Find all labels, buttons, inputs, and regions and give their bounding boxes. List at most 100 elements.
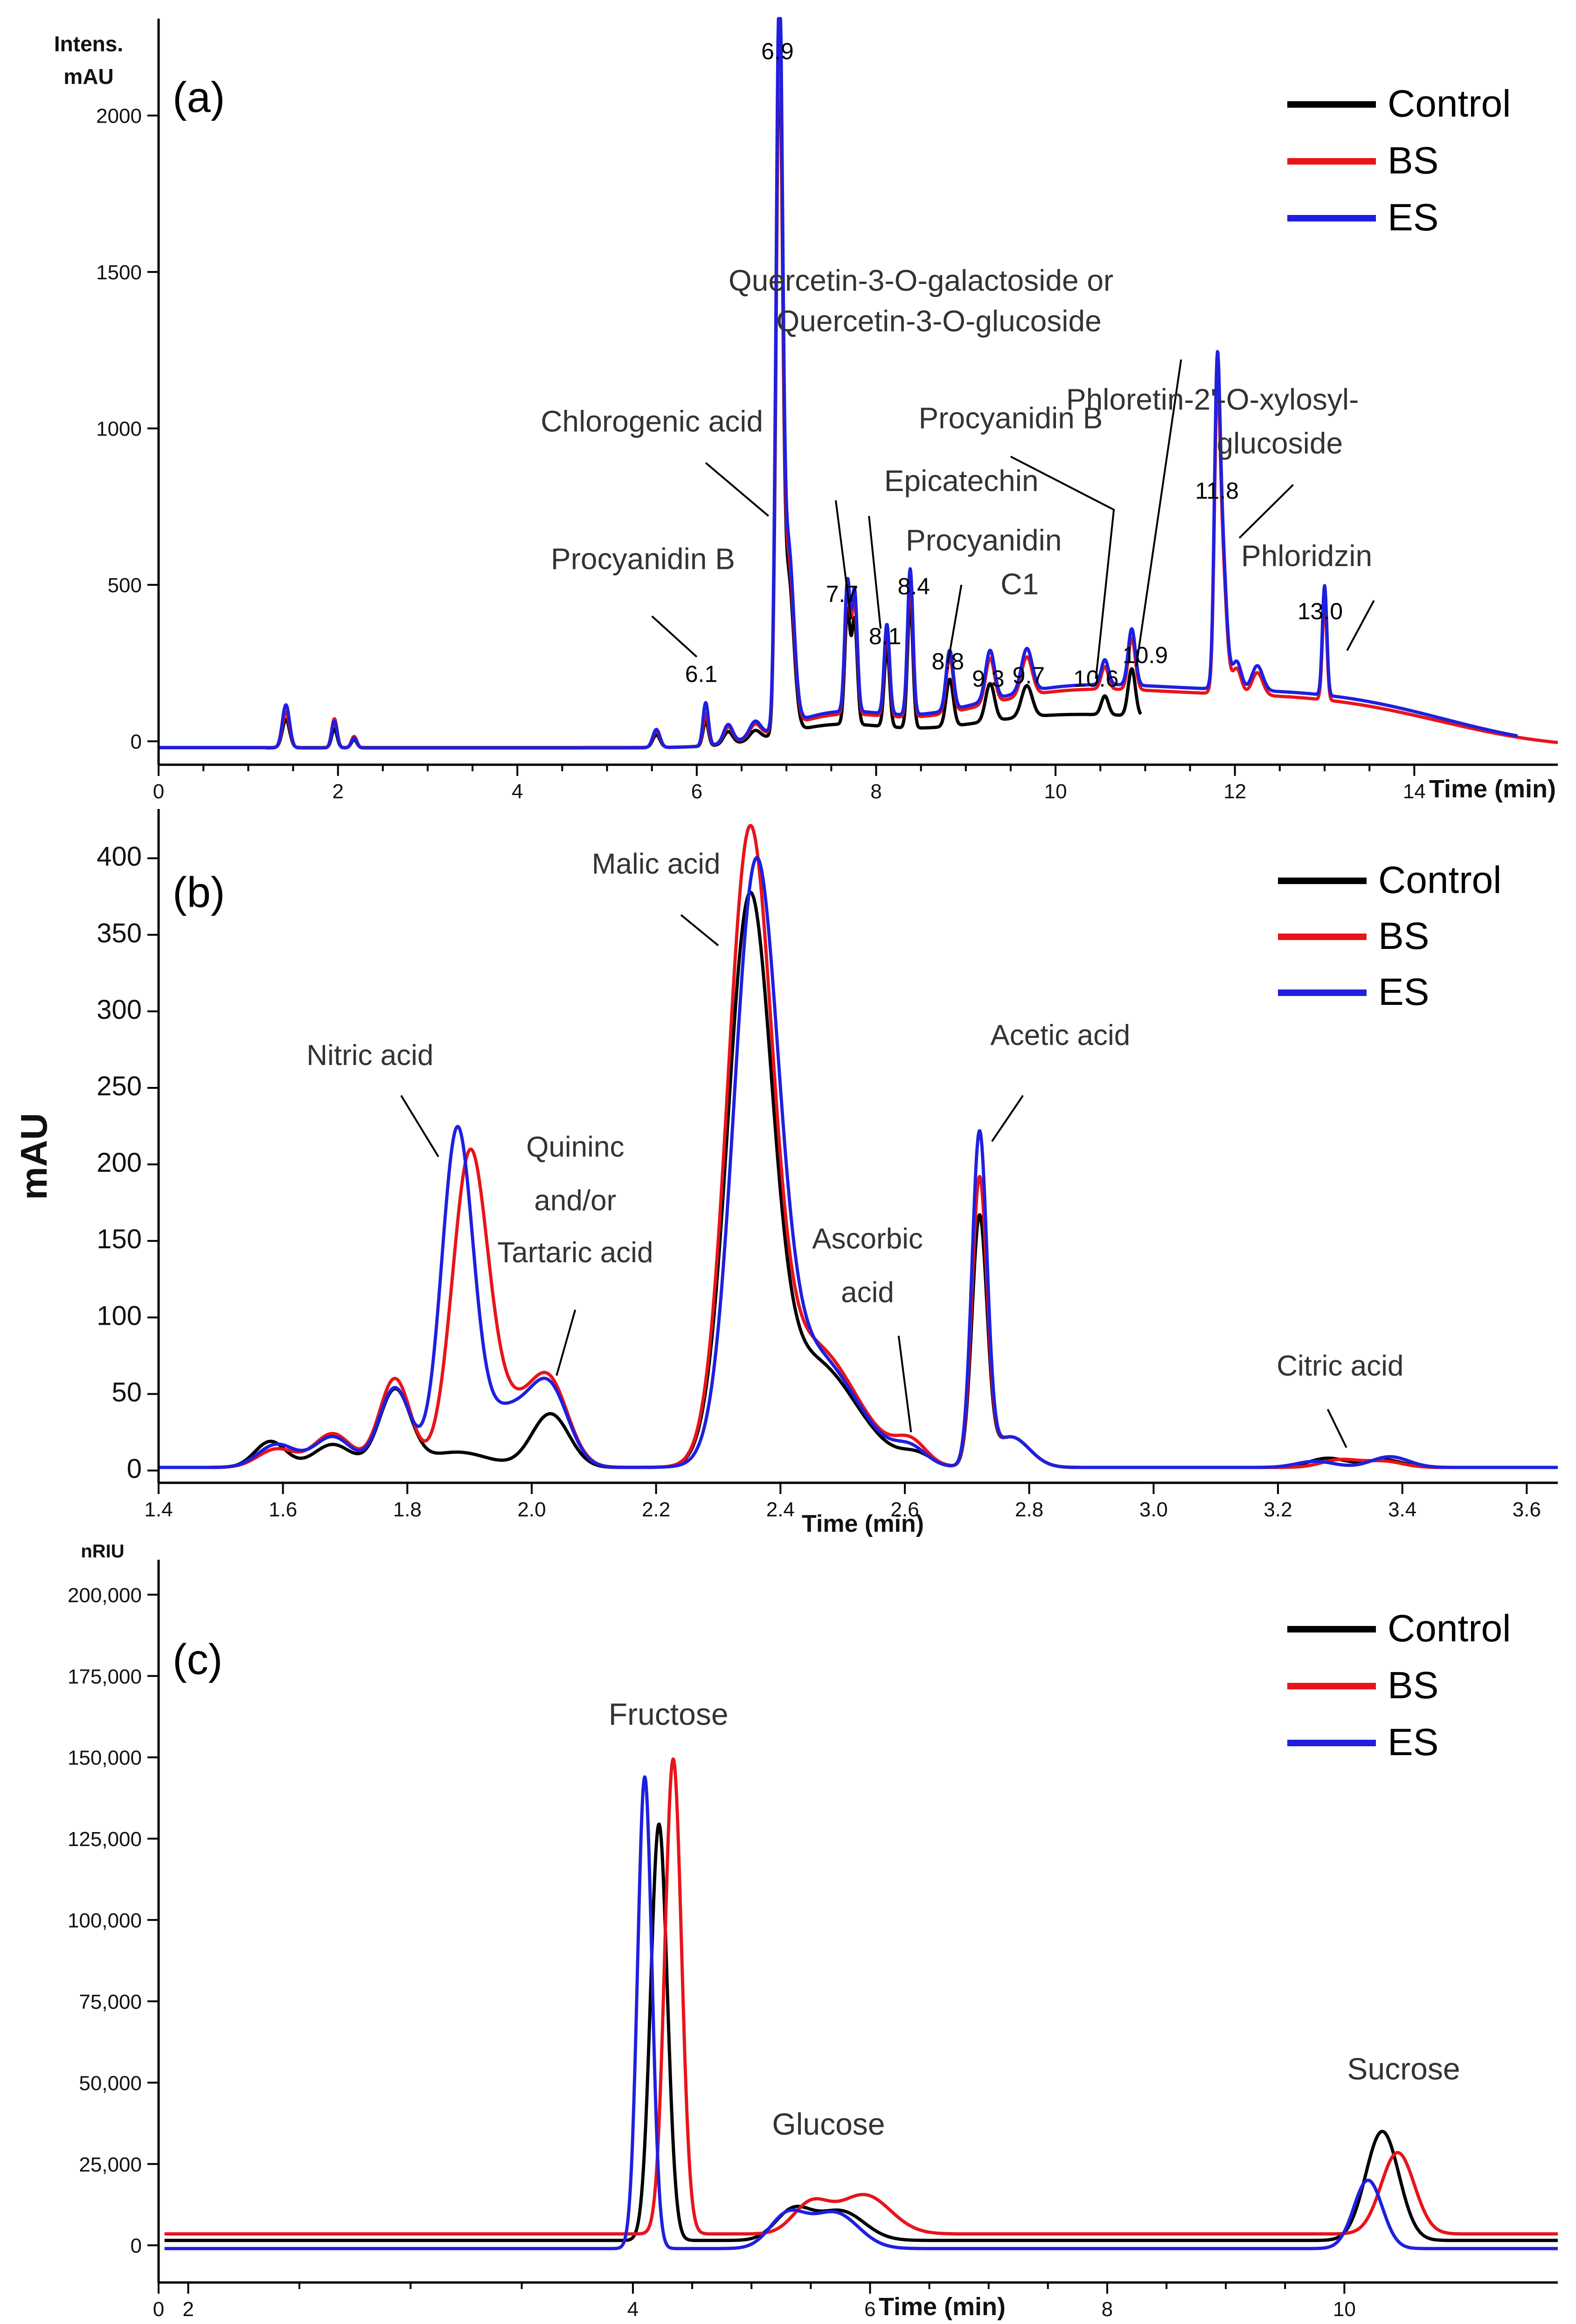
x-tick-label: 0: [153, 780, 164, 803]
x-tick-label: 1.8: [393, 1498, 422, 1521]
y-axis-title: nRIU: [81, 1541, 124, 1562]
y-tick-label: 175,000: [68, 1665, 142, 1688]
trace-bs: [163, 1757, 1559, 2236]
x-tick-label: 8: [870, 780, 882, 803]
x-tick-label: 2.0: [517, 1498, 546, 1521]
retention-time-label: 13.0: [1298, 598, 1343, 624]
y-tick-label: 50,000: [79, 2072, 142, 2095]
legend-label-control: Control: [1388, 1607, 1511, 1650]
annotation-leader-line: [400, 1095, 439, 1157]
x-axis-title: Time (min): [802, 1510, 924, 1537]
annotation-label: Procyanidin B: [551, 542, 735, 576]
y-tick-label: 200: [97, 1148, 142, 1178]
annotation-leader-line: [897, 1335, 912, 1432]
annotation-leader-line: [680, 914, 719, 947]
y-tick-label: 100: [97, 1300, 142, 1331]
retention-time-label: 7.7: [826, 581, 859, 607]
legend-label-es: ES: [1378, 971, 1429, 1013]
x-tick-label: 12: [1223, 780, 1246, 803]
x-tick-label: 3.4: [1388, 1498, 1416, 1521]
x-tick-label: 2: [332, 780, 343, 803]
annotation-label: and/or: [534, 1185, 616, 1217]
annotation-label: glucoside: [1217, 426, 1343, 460]
y-tick-label: 350: [97, 918, 142, 948]
x-tick-label: 2.6: [890, 1498, 919, 1521]
x-tick-label: 10: [1044, 780, 1067, 803]
y-tick-label: 25,000: [79, 2153, 142, 2176]
panel-label: (c): [173, 1636, 222, 1683]
annotation-label: Fructose: [609, 1697, 729, 1731]
annotation-label: Citric acid: [1277, 1350, 1403, 1382]
annotation-label: Chlorogenic acid: [541, 404, 763, 438]
retention-time-label: 6.9: [761, 38, 794, 64]
x-tick-label: 3.0: [1139, 1498, 1168, 1521]
x-tick-label: 3.6: [1513, 1498, 1541, 1521]
y-tick-label: 400: [97, 842, 142, 872]
annotation-label: Sucrose: [1347, 2051, 1460, 2086]
x-tick-label: 1.6: [269, 1498, 297, 1521]
x-tick-label: 4: [512, 780, 523, 803]
trace-control: [157, 42, 1142, 749]
y-tick-label: 200,000: [68, 1584, 142, 1607]
retention-time-label: 9.7: [1013, 663, 1045, 689]
panel-a: 0 2 4 6 8 10 12 14 0 500 1000 1500 2000 Intens. mAU Tim…: [54, 17, 1559, 803]
annotation-leader-line: [1346, 600, 1375, 651]
y-tick-label: 500: [108, 574, 142, 597]
y-tick-label: 1500: [96, 261, 142, 284]
y-tick-label: 250: [97, 1071, 142, 1101]
annotation-leader-line: [555, 1309, 576, 1376]
x-tick-label: 2: [182, 2298, 194, 2321]
annotation-label: Acetic acid: [990, 1019, 1130, 1051]
panel-c: 0 2 4 6 8 10025,00050,00075,000100,000125,000…: [68, 1541, 1559, 2321]
x-tick-label: 10: [1333, 2298, 1356, 2321]
x-tick-label: 6: [691, 780, 702, 803]
annotation-label: acid: [841, 1277, 894, 1309]
y-tick-label: 50: [111, 1377, 142, 1407]
annotation-leader-line: [834, 500, 852, 620]
x-axis-title: Time (min): [1429, 775, 1556, 803]
y-axis-title-line1: Intens.: [54, 32, 123, 56]
annotation-label: Tartaric acid: [497, 1237, 653, 1269]
annotation-label: Quininc: [526, 1131, 624, 1163]
retention-time-label: 10.9: [1123, 642, 1168, 668]
annotation-leader-line: [705, 462, 769, 517]
annotation-label: Ascorbic: [812, 1223, 923, 1255]
x-tick-label: 0: [153, 2298, 164, 2321]
y-axis-title: mAU: [13, 1113, 55, 1200]
annotation-leader-line: [1238, 484, 1294, 539]
annotation-label: Quercetin-3-O-galactoside or: [729, 264, 1113, 297]
annotation-leader-line: [991, 1095, 1024, 1142]
annotation-label: Nitric acid: [306, 1039, 433, 1072]
annotation-leader-line: [1135, 359, 1182, 666]
y-tick-label: 0: [127, 1454, 142, 1484]
x-axis-title: Time (min): [879, 2293, 1006, 2321]
retention-time-label: 9.3: [972, 665, 1005, 692]
x-tick-label: 8: [1102, 2298, 1113, 2321]
y-tick-label: 2000: [96, 105, 142, 128]
legend-label-bs: BS: [1388, 139, 1438, 182]
annotation-leader-line: [1326, 1409, 1347, 1448]
panel-label: (a): [173, 74, 225, 121]
trace-es: [157, 17, 1519, 750]
annotation-label: Procyanidin B: [918, 401, 1103, 435]
y-tick-label: 150,000: [68, 1747, 142, 1770]
legend-label-es: ES: [1388, 196, 1438, 239]
x-tick-label: 1.4: [144, 1498, 173, 1521]
legend-label-control: Control: [1388, 83, 1511, 125]
annotation-label: C1: [1000, 567, 1039, 601]
retention-time-label: 8.1: [869, 623, 902, 650]
legend-label-bs: BS: [1388, 1664, 1438, 1707]
annotation-leader-line: [651, 615, 698, 658]
x-tick-label: 4: [627, 2298, 639, 2321]
x-tick-label: 3.2: [1264, 1498, 1292, 1521]
y-tick-label: 1000: [96, 418, 142, 441]
y-tick-label: 75,000: [79, 1991, 142, 2013]
legend-label-bs: BS: [1378, 915, 1429, 957]
x-tick-label: 2.8: [1015, 1498, 1043, 1521]
annotation-label: Procyanidin: [906, 523, 1062, 557]
annotation-leader-line: [868, 516, 882, 629]
panel-b: 1.4 1.6 1.8 2.0 2.2 2.4 2.6 2.8 3.0 3.2 3.4 3.6 0 50 1…: [13, 809, 1559, 1537]
annotation-label: Phloridzin: [1241, 539, 1372, 573]
annotation-leader-line: [1010, 456, 1115, 679]
